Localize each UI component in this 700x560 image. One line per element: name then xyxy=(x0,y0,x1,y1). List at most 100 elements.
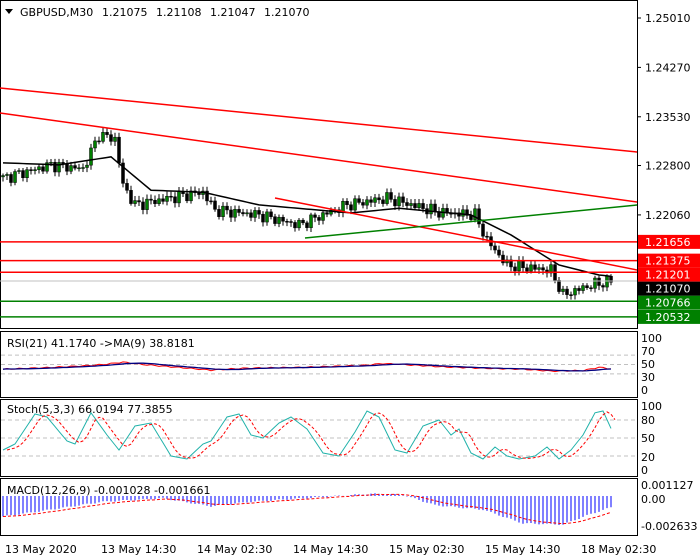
time-axis-label: 18 May 02:30 xyxy=(581,543,656,556)
level-price-label: 1.20532 xyxy=(645,311,691,324)
bear-candle xyxy=(213,200,217,210)
rsi-title: RSI(21) 41.1740 ->MA(9) 38.8181 xyxy=(7,337,195,350)
bull-candle xyxy=(537,267,541,270)
bear-candle xyxy=(285,221,289,223)
level-price-badge xyxy=(638,267,700,282)
bull-candle xyxy=(573,288,577,296)
bear-candle xyxy=(241,212,245,215)
bull-candle xyxy=(45,162,49,172)
bear-candle xyxy=(361,202,365,206)
macd-title: MACD(12,26,9) -0.001028 -0.001661 xyxy=(7,484,210,497)
trendline xyxy=(0,87,638,153)
bear-candle xyxy=(577,288,581,291)
rsi-axis-label: 100 xyxy=(641,332,662,345)
bear-candle xyxy=(261,213,265,223)
bear-candle xyxy=(601,285,605,288)
bull-candle xyxy=(297,219,301,229)
rsi-ma-line xyxy=(2,362,612,372)
bull-candle xyxy=(561,288,565,292)
bull-candle xyxy=(309,214,313,228)
bear-candle xyxy=(289,221,293,223)
moving-average-line xyxy=(2,156,612,278)
bear-candle xyxy=(169,195,173,198)
bear-candle xyxy=(173,196,177,204)
bear-candle xyxy=(65,163,69,172)
bull-candle xyxy=(49,162,53,164)
bear-candle xyxy=(521,260,525,269)
bull-candle xyxy=(101,132,105,142)
bear-candle xyxy=(197,192,201,195)
bear-candle xyxy=(557,280,561,292)
stoch-axis-label: 50 xyxy=(641,432,655,445)
macd-signal-line xyxy=(2,493,612,525)
bear-candle xyxy=(389,192,393,200)
stoch-axis-label: 20 xyxy=(641,451,655,464)
stoch-d-line xyxy=(6,411,616,459)
bear-candle xyxy=(513,266,517,272)
bear-candle xyxy=(273,216,277,224)
stoch-k-line xyxy=(2,410,612,460)
bear-candle xyxy=(121,162,125,184)
bear-candle xyxy=(73,165,77,169)
bear-candle xyxy=(257,210,261,215)
bear-candle xyxy=(465,209,469,216)
bear-candle xyxy=(589,287,593,289)
bear-candle xyxy=(317,217,321,221)
bear-candle xyxy=(501,254,505,264)
bear-candle xyxy=(185,193,189,202)
bear-candle xyxy=(481,223,485,237)
time-axis-label: 15 May 14:30 xyxy=(485,543,560,556)
collapse-triangle-icon[interactable] xyxy=(5,9,13,14)
bull-candle xyxy=(417,203,421,209)
current-price-badge xyxy=(638,281,700,296)
level-price-badge xyxy=(638,309,700,324)
price-tick-label: 1.25010 xyxy=(645,12,691,25)
rsi-panel-border xyxy=(0,331,638,398)
bear-candle xyxy=(141,201,145,210)
bear-candle xyxy=(293,222,297,229)
bull-candle xyxy=(77,167,81,170)
level-price-badge xyxy=(638,295,700,310)
bull-candle xyxy=(145,198,149,210)
bear-candle xyxy=(585,285,589,288)
bull-candle xyxy=(581,285,585,291)
bear-candle xyxy=(477,208,481,225)
bear-candle xyxy=(21,170,25,179)
bear-candle xyxy=(129,190,133,204)
time-axis-label: 15 May 02:30 xyxy=(389,543,464,556)
ohlc-high: 1.21108 xyxy=(156,6,202,19)
bull-candle xyxy=(37,166,41,170)
bear-candle xyxy=(125,183,129,191)
bull-candle xyxy=(277,216,281,224)
bear-candle xyxy=(541,267,545,271)
bear-candle xyxy=(393,199,397,207)
bull-candle xyxy=(473,208,477,220)
rsi-axis-label: 70 xyxy=(641,345,655,358)
macd-axis-label: 0.001127 xyxy=(641,479,694,492)
level-price-label: 1.21375 xyxy=(645,255,691,268)
bear-candle xyxy=(325,212,329,215)
bear-candle xyxy=(345,201,349,205)
bull-candle xyxy=(93,140,97,149)
bear-candle xyxy=(249,212,253,218)
main-panel-border xyxy=(0,0,638,329)
bull-candle xyxy=(365,199,369,206)
level-price-badge xyxy=(638,253,700,268)
bull-candle xyxy=(253,210,257,218)
bear-candle xyxy=(377,197,381,201)
bear-candle xyxy=(413,203,417,209)
bull-candle xyxy=(429,203,433,215)
time-axis-label: 13 May 2020 xyxy=(5,543,77,556)
time-axis-label: 13 May 14:30 xyxy=(101,543,176,556)
price-tick-label: 1.24270 xyxy=(645,61,691,74)
ohlc-open: 1.21075 xyxy=(102,6,148,19)
bear-candle xyxy=(9,174,13,183)
level-price-label: 1.20766 xyxy=(645,297,691,310)
bull-candle xyxy=(329,209,333,215)
time-axis-label: 14 May 02:30 xyxy=(197,543,272,556)
macd-panel-border xyxy=(0,478,638,536)
bear-candle xyxy=(225,205,229,211)
bull-candle xyxy=(69,165,73,172)
